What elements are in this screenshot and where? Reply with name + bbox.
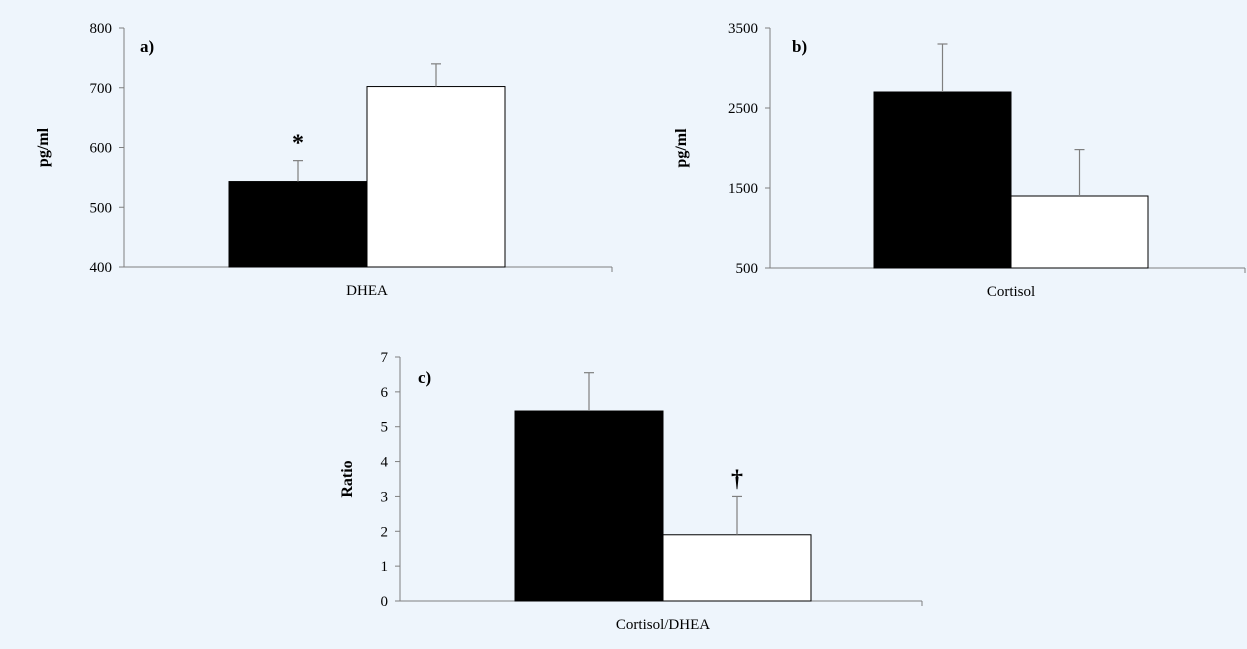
y-tick-label: 0 <box>381 594 389 610</box>
x-category-label: Cortisol <box>987 284 1035 300</box>
y-tick-label: 3500 <box>728 21 758 37</box>
y-tick-label: 500 <box>90 200 113 216</box>
y-tick-label: 700 <box>90 81 113 97</box>
chart-panel-1: 400 500 600 700 800 pg/ml a) DHEA * <box>35 21 613 299</box>
y-axis-title: Ratio <box>339 460 356 497</box>
bar <box>873 91 1012 269</box>
y-tick-label: 1500 <box>728 181 758 197</box>
panel-label: a) <box>140 37 154 56</box>
significance-marker: † <box>731 466 743 492</box>
y-tick-label: 4 <box>381 455 389 471</box>
y-axis-title: pg/ml <box>673 128 690 168</box>
x-category-label: DHEA <box>346 283 388 299</box>
x-category-label: Cortisol/DHEA <box>616 617 710 633</box>
panel-label: c) <box>418 368 431 387</box>
y-tick-label: 5 <box>381 420 389 436</box>
y-tick-label: 800 <box>90 21 113 37</box>
panel-label: b) <box>792 37 807 56</box>
y-tick-label: 400 <box>90 260 113 276</box>
y-tick-label: 1 <box>381 559 389 575</box>
bar <box>662 534 812 602</box>
y-tick-label: 6 <box>381 385 389 401</box>
chart-panel-3: 0 1 2 3 4 5 6 7 Ratio c) Cortisol/DHEA † <box>339 350 923 633</box>
chart-panel-2: 500 1500 2500 3500 pg/ml b) Cortisol <box>673 21 1246 300</box>
bar <box>1010 195 1149 269</box>
y-tick-label: 2500 <box>728 101 758 117</box>
significance-marker: * <box>292 131 304 157</box>
y-tick-label: 500 <box>736 261 759 277</box>
bar <box>514 410 664 602</box>
y-tick-label: 3 <box>381 489 389 505</box>
bar <box>228 181 368 268</box>
y-tick-label: 2 <box>381 524 389 540</box>
y-tick-label: 600 <box>90 141 113 157</box>
bar <box>366 86 506 268</box>
y-tick-label: 7 <box>381 350 389 366</box>
y-axis-title: pg/ml <box>35 127 52 167</box>
